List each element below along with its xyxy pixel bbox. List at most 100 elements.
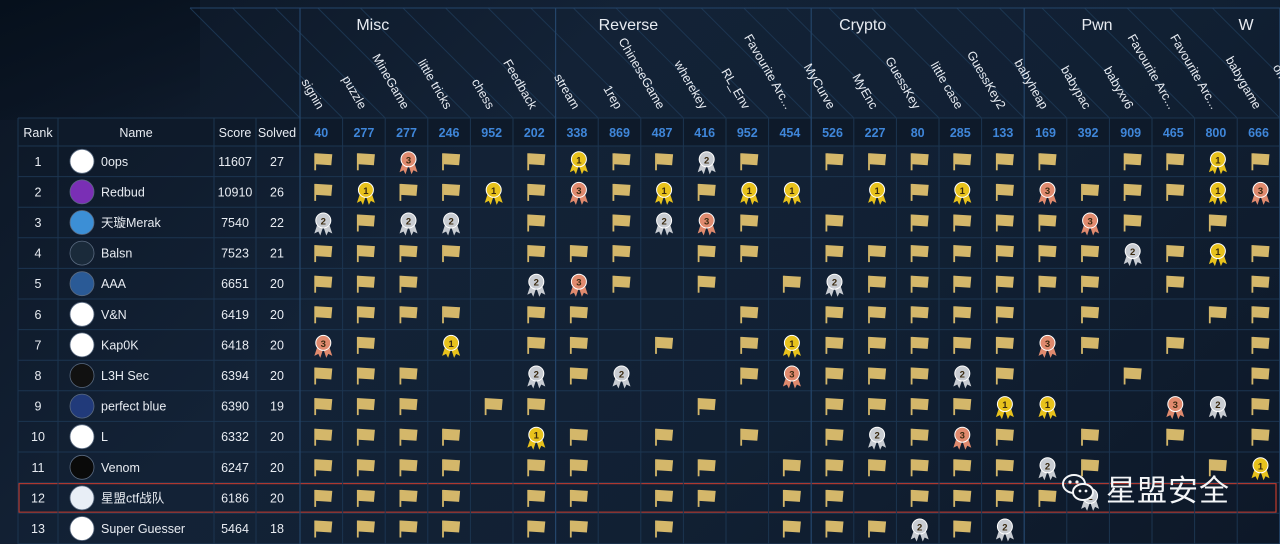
solved-flag-icon — [697, 275, 716, 293]
solved-flag-icon — [740, 214, 759, 232]
solved-flag-icon — [314, 275, 333, 293]
problem-name[interactable]: GuessKey2 — [964, 49, 1008, 112]
gold-medal-icon: 1 — [1208, 243, 1227, 267]
svg-text:2: 2 — [917, 523, 922, 534]
solved-flag-icon — [442, 428, 461, 446]
team-score: 7523 — [221, 247, 249, 261]
problem-points: 952 — [481, 126, 502, 140]
xm-logo — [69, 485, 95, 511]
solved-flag-icon — [442, 489, 461, 507]
svg-text:2: 2 — [534, 370, 539, 381]
solved-flag-icon — [1038, 153, 1057, 171]
problem-name[interactable]: MineGame — [369, 52, 412, 112]
solved-flag-icon — [527, 245, 546, 263]
svg-text:2: 2 — [406, 217, 411, 228]
solved-flag-icon — [314, 489, 333, 507]
solved-flag-icon — [1251, 153, 1270, 171]
team-name[interactable]: 星盟ctf战队 — [101, 490, 165, 505]
team-name[interactable]: AAA — [101, 277, 127, 291]
svg-text:1: 1 — [874, 186, 880, 197]
problem-name[interactable]: babyxv6 — [1101, 64, 1136, 111]
team-name[interactable]: Kap0K — [101, 338, 139, 352]
problem-name[interactable]: babyheap — [1011, 57, 1051, 112]
bronze-medal-icon: 3 — [1166, 396, 1185, 420]
problem-name[interactable]: babypac — [1058, 64, 1094, 112]
problem-name[interactable]: RL_Env — [718, 66, 753, 112]
team-name[interactable]: 0ops — [101, 155, 128, 169]
silver-medal-icon: 2 — [442, 212, 461, 236]
solved-flag-icon — [910, 459, 929, 477]
team-row[interactable]: 13 Super Guesser 5464 18 2 2 — [31, 516, 1014, 542]
team-row[interactable]: 7 Kap0K 6418 20 3 1 1 3 — [35, 332, 1270, 358]
team-name[interactable]: 天璇Merak — [101, 215, 161, 230]
solved-flag-icon — [995, 336, 1014, 354]
problem-name[interactable]: signin — [298, 76, 326, 111]
problem-name[interactable]: babygame — [1223, 54, 1264, 112]
problem-name[interactable]: MyEnc — [849, 71, 880, 111]
solved-flag-icon — [953, 306, 972, 324]
svg-text:2: 2 — [448, 217, 453, 228]
problem-name[interactable]: wherekey — [671, 57, 711, 112]
team-name[interactable]: Redbud — [101, 185, 145, 199]
problem-name[interactable]: little case — [928, 59, 966, 111]
gold-medal-icon: 1 — [868, 181, 887, 205]
solved-flag-icon — [995, 245, 1014, 263]
solved-flag-icon — [314, 398, 333, 416]
team-rank: 6 — [35, 308, 42, 322]
solved-flag-icon — [1038, 275, 1057, 293]
team-solved: 20 — [270, 338, 284, 352]
problem-name[interactable]: oh-my-... — [1270, 62, 1280, 112]
header-rank[interactable]: Rank — [23, 126, 53, 140]
problem-name[interactable]: 1rep — [600, 83, 625, 112]
solved-flag-icon — [995, 183, 1014, 201]
team-row[interactable]: 8 L3H Sec 6394 20 2 2 3 2 — [35, 363, 1270, 389]
header-score[interactable]: Score — [219, 126, 252, 140]
team-row[interactable]: 11 Venom 6247 20 2 1 — [32, 454, 1270, 481]
problem-name[interactable]: MyCurve — [801, 61, 838, 111]
silver-medal-icon: 2 — [868, 426, 887, 450]
team-row[interactable]: 4 Balsn 7523 21 2 1 — [35, 240, 1270, 267]
team-name[interactable]: perfect blue — [101, 400, 166, 414]
team-row[interactable]: 6 V&N 6419 20 — [35, 301, 1270, 327]
team-name[interactable]: V&N — [101, 308, 127, 322]
problem-name[interactable]: Feedback — [500, 57, 540, 112]
solved-flag-icon — [1166, 275, 1185, 293]
team-row[interactable]: 9 perfect blue 6390 19 1 1 3 2 — [35, 393, 1270, 420]
solved-flag-icon — [740, 245, 759, 263]
category-crypto: Crypto — [839, 17, 886, 34]
solved-flag-icon — [910, 398, 929, 416]
team-row[interactable]: 1 0ops 11607 27 3 1 2 1 — [35, 148, 1280, 175]
problem-points: 869 — [609, 126, 630, 140]
problem-name[interactable]: GuessKey — [882, 55, 923, 113]
solved-flag-icon — [825, 367, 844, 385]
corner-shade — [0, 0, 200, 120]
team-row[interactable]: 2 Redbud 10910 26 1 1 3 1 1 1 1 1 3 1 3 — [35, 179, 1280, 205]
team-score: 6247 — [221, 461, 249, 475]
problem-name[interactable]: little tricks — [415, 57, 455, 112]
header-name[interactable]: Name — [119, 126, 152, 140]
solved-flag-icon — [1081, 306, 1100, 324]
team-name[interactable]: Venom — [101, 461, 140, 475]
solved-flag-icon — [1166, 153, 1185, 171]
solved-flag-icon — [314, 153, 333, 171]
team-name[interactable]: Super Guesser — [101, 522, 185, 536]
problem-name[interactable]: chess — [469, 76, 497, 111]
team-name[interactable]: L3H Sec — [101, 369, 149, 383]
team-score: 5464 — [221, 522, 249, 536]
team-row[interactable]: 3 天璇Merak 7540 22 2 2 2 2 3 3 — [35, 210, 1227, 236]
solved-flag-icon — [399, 367, 418, 385]
team-name[interactable]: Balsn — [101, 247, 132, 261]
solved-flag-icon — [399, 245, 418, 263]
category-pwn: Pwn — [1081, 17, 1112, 34]
problem-name[interactable]: puzzle — [339, 73, 369, 111]
solved-flag-icon — [1123, 183, 1142, 201]
header-solved[interactable]: Solved — [258, 126, 296, 140]
solved-flag-icon — [1081, 336, 1100, 354]
solved-flag-icon — [782, 459, 801, 477]
team-row[interactable]: 10 L 6332 20 1 2 3 — [31, 424, 1270, 450]
team-row[interactable]: 12星盟ctf战队6186202 — [31, 485, 1100, 511]
team-row[interactable]: 5 AAA 6651 20 2 3 2 — [35, 271, 1270, 297]
team-name[interactable]: L — [101, 430, 108, 444]
silver-medal-icon: 2 — [995, 518, 1014, 542]
watermark: 星盟安全 — [1060, 466, 1230, 510]
